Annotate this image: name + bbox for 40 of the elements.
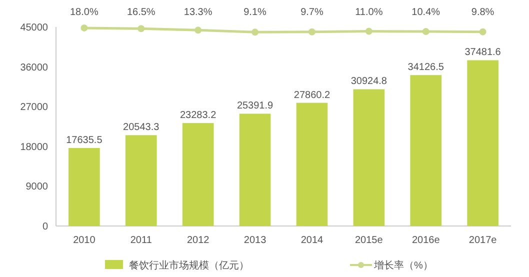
data-label: 20543.3 (123, 122, 160, 134)
bar (125, 135, 157, 226)
data-label: 16.5% (126, 7, 156, 18)
bar (467, 60, 498, 226)
data-label: 23283.2 (180, 110, 217, 122)
y-tick-label: 18000 (20, 142, 48, 153)
bar (353, 89, 385, 226)
x-tick-label: 2017e (468, 235, 498, 246)
data-label: 25391.9 (236, 100, 274, 112)
y-tick-label: 36000 (20, 62, 48, 74)
data-label: 13.3% (184, 7, 212, 18)
data-label: 17635.5 (66, 135, 103, 146)
data-label: 10.4% (412, 7, 440, 18)
data-label: 9.7% (300, 7, 324, 18)
legend-label: 餐饮行业市场规模（亿元） (129, 260, 249, 272)
data-label: 9.1% (244, 7, 267, 18)
bar (410, 75, 442, 226)
data-label: 18.0% (70, 7, 98, 18)
data-label: 9.8% (471, 7, 494, 18)
data-label: 37481.6 (464, 47, 502, 58)
x-tick-label: 2013 (244, 235, 267, 246)
x-tick-label: 2012 (186, 235, 210, 246)
y-tick-label: 9000 (26, 182, 48, 193)
x-tick-label: 2014 (300, 235, 324, 246)
y-tick-label: 45000 (20, 22, 48, 34)
data-label: 34126.5 (408, 62, 444, 74)
bar (296, 102, 328, 226)
data-label: 27860.2 (294, 90, 330, 101)
x-tick-label: 2016e (412, 235, 440, 246)
data-label: 30924.8 (350, 76, 388, 88)
bar (239, 114, 271, 226)
legend-label: 增长率（%） (373, 260, 433, 272)
x-tick-label: 2010 (73, 235, 96, 246)
data-label: 11.0% (355, 7, 383, 18)
bar (182, 123, 214, 226)
bar (68, 148, 100, 226)
x-tick-label: 2015e (355, 235, 384, 246)
x-tick-label: 2011 (130, 235, 152, 246)
y-tick-label: 0 (42, 222, 48, 232)
y-tick-label: 27000 (20, 102, 48, 114)
